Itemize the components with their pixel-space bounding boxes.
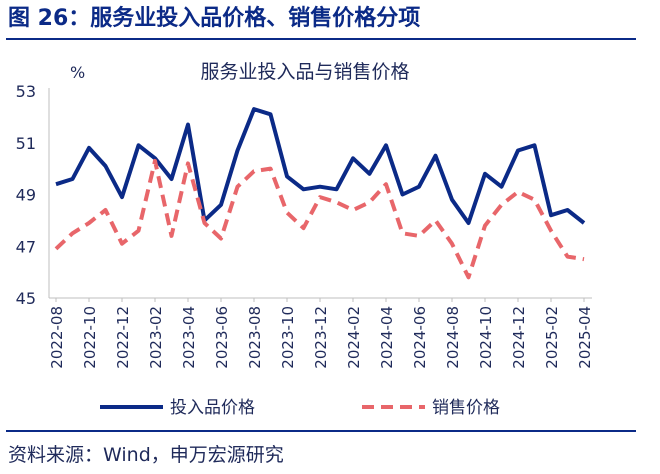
y-tick-label: 49 bbox=[16, 186, 36, 205]
source-note: 资料来源：Wind，申万宏源研究 bbox=[8, 444, 284, 466]
figure-title: 图 26：服务业投入品价格、销售价格分项 bbox=[8, 6, 421, 31]
x-tick-label: 2023-10 bbox=[279, 306, 297, 369]
y-ticks: 45 47 49 51 53 bbox=[16, 82, 36, 308]
chart-title: 服务业投入品与销售价格 bbox=[200, 61, 409, 83]
sales-price-line bbox=[54, 158, 585, 280]
x-tick-label: 2024-04 bbox=[378, 306, 396, 369]
bottom-rule bbox=[6, 430, 636, 432]
legend-label-input: 投入品价格 bbox=[170, 398, 255, 418]
input-price-line bbox=[55, 107, 586, 225]
x-tick-label: 2022-10 bbox=[81, 306, 99, 369]
x-tick-label: 2023-12 bbox=[312, 306, 330, 369]
x-tick-label: 2023-06 bbox=[213, 306, 231, 369]
y-tick-label: 45 bbox=[16, 289, 36, 308]
x-tick-label: 2023-04 bbox=[180, 306, 198, 369]
x-tick-label: 2024-12 bbox=[510, 306, 528, 369]
x-tick-label: 2022-12 bbox=[114, 306, 132, 369]
y-axis-unit: % bbox=[70, 63, 85, 82]
x-ticks: 2022-08 2022-10 2022-12 2023-02 2023-04 2023-… bbox=[48, 298, 594, 369]
x-tick-label: 2023-08 bbox=[246, 306, 264, 369]
x-tick-label: 2025-02 bbox=[543, 306, 561, 369]
y-tick-label: 47 bbox=[16, 237, 36, 256]
x-tick-label: 2023-02 bbox=[147, 306, 165, 369]
x-tick-label: 2024-08 bbox=[444, 306, 462, 369]
legend: 投入品价格 销售价格 bbox=[100, 398, 500, 418]
x-tick-label: 2025-04 bbox=[576, 306, 594, 369]
legend-label-sales: 销售价格 bbox=[432, 398, 500, 418]
x-tick-label: 2022-08 bbox=[48, 306, 66, 369]
x-tick-label: 2024-10 bbox=[477, 306, 495, 369]
y-tick-label: 51 bbox=[16, 134, 36, 153]
x-tick-label: 2024-02 bbox=[345, 306, 363, 369]
y-tick-label: 53 bbox=[16, 82, 36, 101]
top-rule bbox=[6, 38, 636, 40]
x-tick-label: 2024-06 bbox=[411, 306, 429, 369]
series-lines bbox=[54, 107, 586, 280]
